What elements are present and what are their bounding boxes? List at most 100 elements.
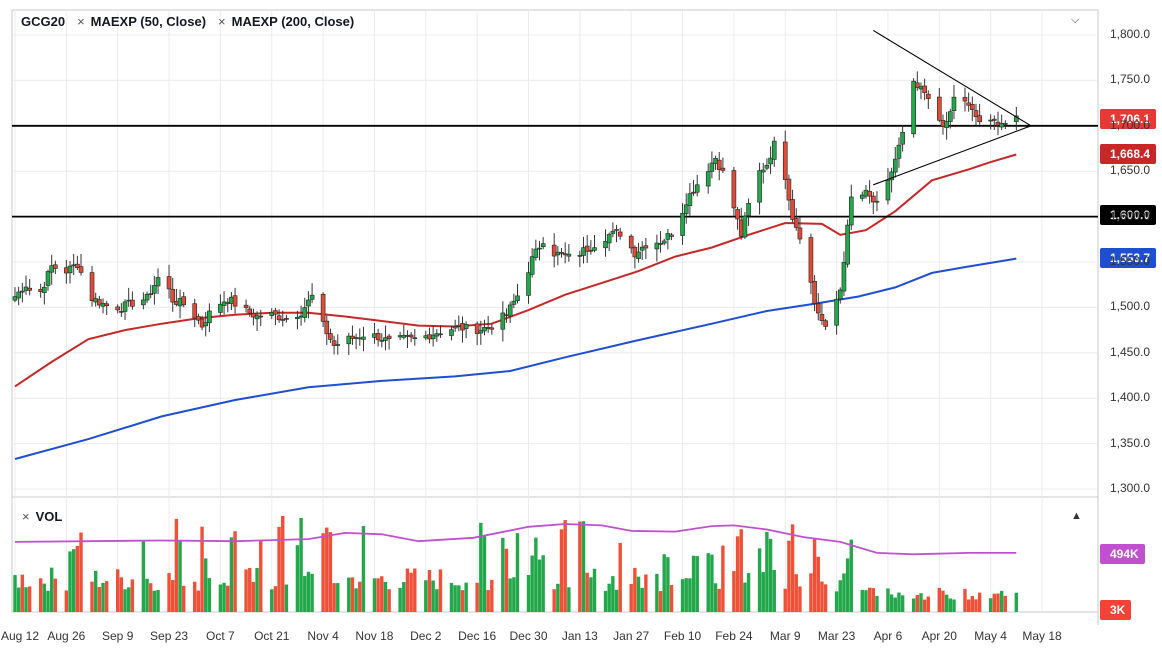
candle-body: [973, 110, 979, 117]
volume-bar: [669, 585, 674, 612]
candle-body: [170, 288, 176, 303]
volume-bar: [310, 573, 314, 612]
candle-body: [78, 266, 84, 273]
volume-bar: [233, 531, 237, 612]
candle-body: [430, 334, 436, 340]
y-tick-label: 1,450.0: [1110, 344, 1151, 359]
x-tick-label: Aug 26: [47, 629, 86, 643]
symbol-label[interactable]: GCG20: [21, 13, 66, 29]
ma200-price-tag: 1,553.7: [1100, 248, 1157, 268]
volume-bar: [915, 594, 919, 612]
ma50-close-icon[interactable]: ×: [77, 13, 85, 29]
volume-bar: [376, 578, 380, 612]
candle-body: [584, 245, 590, 252]
volume-bar: [922, 599, 927, 612]
volume-bar: [534, 537, 538, 612]
volume-label[interactable]: VOL: [35, 508, 63, 524]
volume-bar: [222, 582, 226, 612]
volume-bar: [845, 558, 850, 612]
volume-bar: [633, 567, 637, 612]
volume-bar: [772, 569, 776, 612]
candle-body: [181, 296, 187, 306]
ma50-line: [14, 153, 1017, 388]
volume-bar: [941, 590, 945, 612]
volume-bar: [977, 592, 982, 612]
y-tick-label: 1,350.0: [1110, 435, 1151, 450]
x-tick-label: Mar 23: [817, 629, 856, 643]
candle-body: [192, 303, 198, 319]
volume-bar: [999, 590, 1004, 612]
volume-bar: [251, 581, 256, 612]
volume-bar: [20, 574, 25, 612]
chevron-down-icon[interactable]: ⌵: [1071, 14, 1080, 26]
candle-body: [203, 322, 209, 327]
volume-bar: [948, 598, 953, 612]
candle-body: [992, 118, 997, 121]
volume-bar: [358, 581, 362, 612]
candle-body: [962, 96, 968, 102]
candle-body: [841, 262, 847, 292]
triangle-upper-trendline: [872, 29, 1032, 127]
candle-body: [870, 195, 876, 203]
candle-body: [680, 212, 685, 236]
volume-bar: [299, 517, 303, 612]
candle-body: [75, 263, 80, 268]
candle-body: [243, 304, 249, 308]
candle-body: [559, 252, 564, 254]
volume-bar: [167, 573, 171, 612]
volume-bar: [259, 541, 263, 612]
candle-body: [944, 121, 949, 129]
volume-bar: [926, 596, 930, 612]
volume-bar: [424, 580, 428, 612]
candle-body: [819, 314, 825, 321]
volume-bar: [526, 575, 531, 612]
volume-close-icon[interactable]: ×: [22, 508, 30, 524]
volume-bar: [893, 597, 897, 612]
candle-body: [42, 286, 47, 293]
candle-body: [526, 272, 531, 296]
volume-bar: [361, 526, 366, 612]
last-price-tag: 1,706.1: [1100, 109, 1157, 129]
volume-bar: [735, 536, 740, 612]
volume-bar: [680, 579, 685, 612]
candle-body: [383, 337, 388, 341]
triangle-lower-trendline: [873, 125, 1032, 186]
volume-bar: [790, 524, 795, 612]
ma200-label[interactable]: MAEXP (200, Close): [231, 13, 355, 29]
volume-bar: [127, 587, 131, 612]
x-tick-label: Apr 6: [873, 629, 903, 643]
candle-body: [324, 320, 330, 335]
volume-bar: [46, 590, 50, 612]
volume-bar: [119, 577, 124, 612]
candle-body: [258, 315, 264, 318]
chevron-up-icon[interactable]: ▲: [1071, 510, 1082, 522]
volume-bar: [603, 590, 608, 612]
ma50-label[interactable]: MAEXP (50, Close): [90, 13, 207, 29]
candle-body: [489, 327, 495, 330]
candle-body: [196, 316, 201, 321]
volume-bar: [68, 551, 72, 612]
y-tick-label: 1,400.0: [1110, 390, 1151, 405]
volume-bar: [53, 578, 58, 612]
candle-body: [764, 164, 770, 169]
y-tick-label: 1,550.0: [1110, 254, 1151, 268]
candle-body: [815, 303, 821, 314]
candle-body: [361, 336, 366, 340]
volume-bar: [244, 569, 248, 612]
volume-bar: [761, 572, 765, 612]
candle-body: [790, 199, 795, 220]
candle-body: [511, 300, 517, 305]
volume-bar: [820, 581, 824, 612]
volume-bar: [141, 541, 146, 612]
volume-bar: [490, 579, 494, 612]
candle-body: [658, 242, 663, 245]
ma200-close-icon[interactable]: ×: [218, 13, 226, 29]
volume-bar: [988, 598, 993, 612]
candle-body: [507, 304, 513, 317]
candle-body: [452, 326, 458, 329]
volume-bar: [607, 583, 611, 612]
candle-body: [207, 310, 212, 324]
candle-body: [746, 202, 751, 216]
candle-body: [823, 320, 828, 327]
